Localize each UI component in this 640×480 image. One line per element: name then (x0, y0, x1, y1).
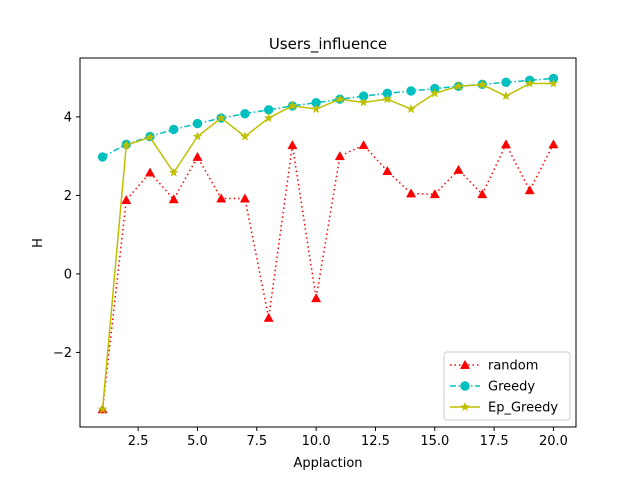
data-point (406, 103, 416, 114)
x-tick-label: 2.5 (128, 434, 149, 449)
data-point (406, 86, 416, 96)
y-tick-label: 2 (64, 189, 72, 204)
x-tick-label: 10.0 (302, 434, 331, 449)
data-point (358, 97, 369, 107)
data-point (145, 132, 155, 142)
data-point (168, 167, 179, 177)
y-tick-label: 4 (64, 110, 72, 125)
data-point (263, 312, 274, 322)
legend-label: Ep_Greedy (488, 401, 558, 416)
data-point (358, 140, 369, 150)
data-point (453, 81, 464, 91)
data-point (477, 189, 488, 199)
data-point (287, 100, 298, 111)
legend-marker (460, 381, 470, 391)
series-layer (97, 73, 559, 414)
data-point (311, 103, 322, 114)
data-point (97, 152, 108, 162)
legend-entry: random (450, 359, 538, 374)
data-point (453, 164, 464, 174)
x-tick-label: 20.0 (539, 434, 568, 449)
data-point (169, 124, 179, 135)
x-tick-label: 7.5 (246, 434, 267, 449)
data-point (240, 109, 250, 119)
data-point (548, 139, 559, 149)
data-point (287, 140, 298, 150)
data-point (97, 404, 108, 414)
data-point (501, 90, 511, 101)
data-point (382, 94, 393, 104)
data-point (334, 94, 345, 104)
x-tick-label: 12.5 (361, 434, 390, 449)
legend-label: Greedy (488, 380, 535, 395)
data-point (121, 140, 132, 150)
data-point (334, 151, 345, 161)
data-point (192, 131, 203, 141)
legend-marker (460, 401, 470, 412)
x-tick-label: 5.0 (187, 434, 208, 449)
x-axis-label: Applaction (293, 456, 362, 471)
data-point (168, 194, 179, 204)
plot-frame (79, 57, 577, 428)
data-point (429, 189, 440, 199)
x-tick-label: 15.0 (420, 434, 449, 449)
data-point (240, 131, 250, 141)
legend-box (443, 351, 571, 421)
data-point (121, 194, 132, 205)
data-point (429, 88, 440, 98)
legend-entry: Greedy (450, 380, 535, 395)
data-point (501, 77, 511, 88)
legend-label: random (488, 359, 538, 374)
legend: random Greedy Ep_Greedy (443, 351, 571, 421)
data-point (524, 78, 535, 88)
chart-title: Users_influence (269, 35, 387, 54)
data-point (311, 293, 322, 303)
data-point (263, 105, 274, 115)
data-point (144, 167, 156, 177)
y-tick-label: −2 (53, 346, 72, 361)
legend-marker (459, 359, 471, 369)
x-tick-label: 17.5 (480, 434, 509, 449)
data-point (524, 185, 535, 195)
series-line (101, 82, 554, 410)
data-point (548, 78, 559, 88)
series-ep-greedy (97, 78, 559, 414)
data-point (500, 139, 512, 149)
data-point (216, 193, 227, 203)
legend-entry: Ep_Greedy (450, 401, 558, 416)
data-point (216, 112, 227, 123)
data-point (406, 188, 417, 198)
axes-layer: 2.5 5.0 7.5 10.0 12.5 15.0 17.5 20.0 −2 0 2 4 (53, 57, 577, 449)
data-point (192, 118, 203, 129)
y-axis-label: H (31, 238, 46, 248)
data-point (239, 193, 250, 203)
data-point (477, 79, 488, 89)
data-point (263, 112, 274, 123)
series-random (97, 139, 559, 414)
data-point (382, 165, 393, 175)
y-tick-label: 0 (64, 267, 72, 282)
data-point (192, 151, 203, 161)
